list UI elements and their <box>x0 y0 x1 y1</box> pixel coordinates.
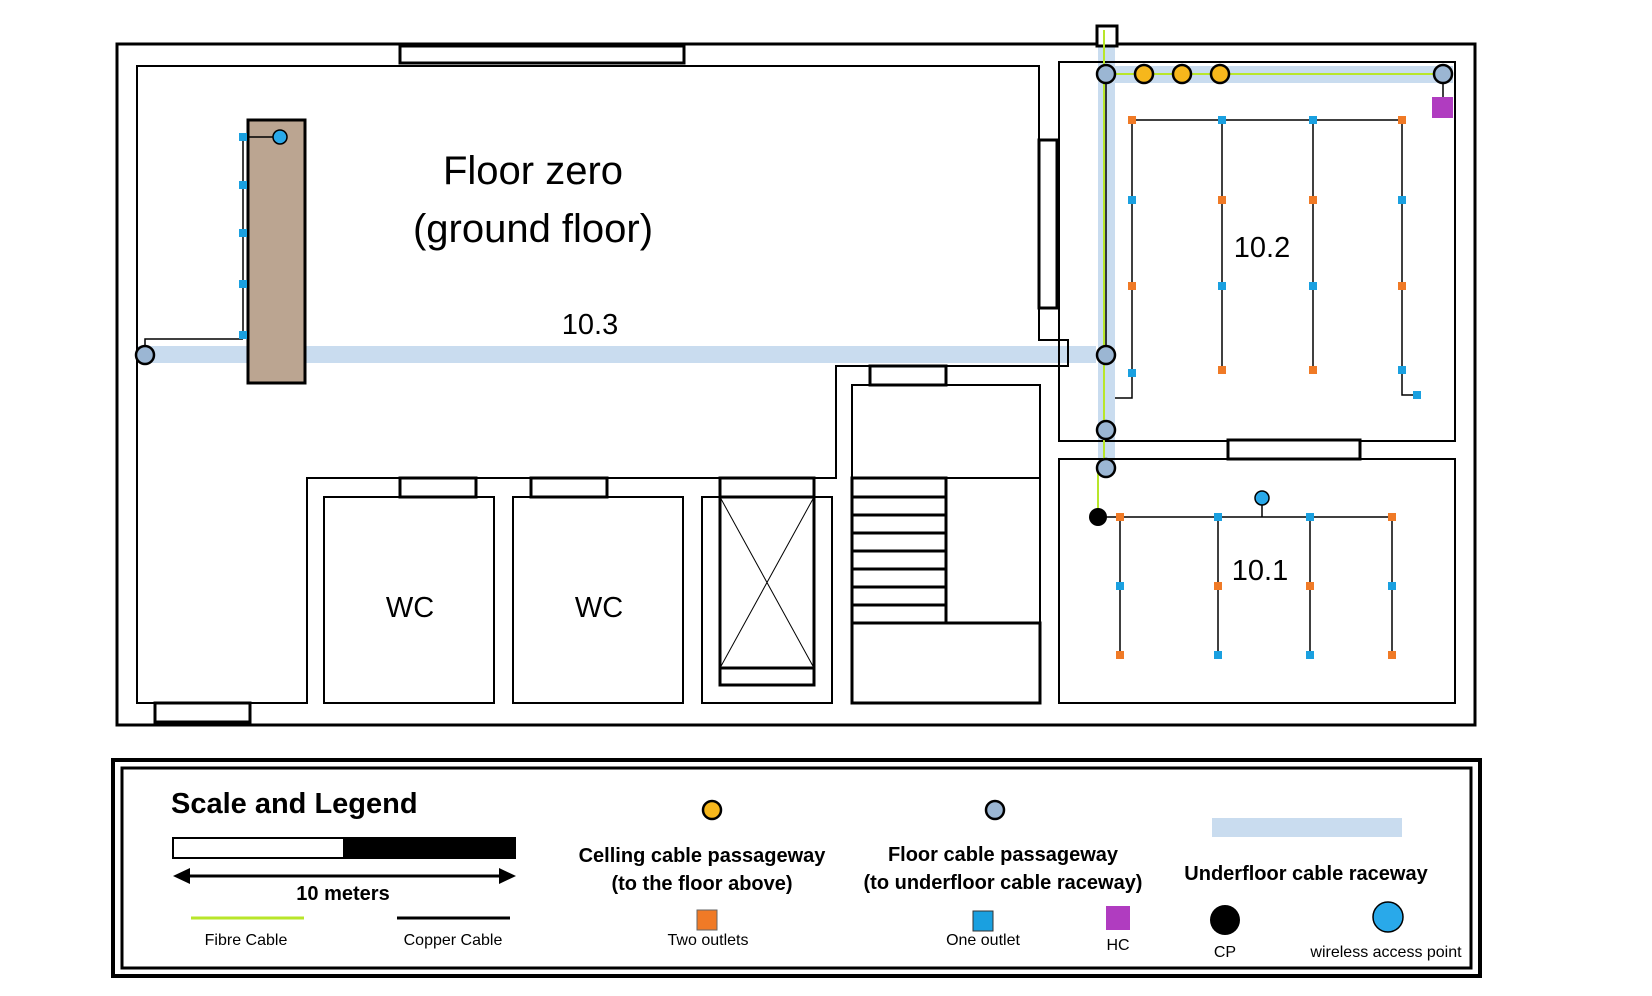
legend-floor-line1: Floor cable passageway <box>888 844 1119 866</box>
entrance-door <box>153 701 252 724</box>
legend-ceiling-icon <box>701 799 723 821</box>
legend-hc-icon <box>1106 906 1130 930</box>
elevator-shaft <box>718 490 816 687</box>
legend-wap-icon <box>1372 901 1404 933</box>
legend-wap-label: wireless access point <box>1309 944 1462 961</box>
room-label-10-3: 10.3 <box>562 309 618 341</box>
legend-hc-label: HC <box>1106 937 1129 954</box>
room-label-10-2: 10.2 <box>1234 232 1290 264</box>
staircase <box>850 476 1042 705</box>
floor-passageways <box>134 63 1454 479</box>
scale-label: 10 meters <box>296 883 389 905</box>
plan-title-line1: Floor zero <box>443 149 623 193</box>
ceiling-passageways <box>1133 63 1231 85</box>
riser-box <box>1095 24 1119 48</box>
hc-marker <box>1432 97 1453 118</box>
room-10-2-door <box>1226 438 1362 461</box>
elevator-cross-b <box>719 496 815 669</box>
legend-cp-icon <box>1210 905 1240 935</box>
room-label-10-1: 10.1 <box>1232 555 1288 587</box>
building-outer-wall <box>115 42 1477 727</box>
legend-raceway-icon <box>1212 818 1402 837</box>
elevator-door <box>718 476 816 499</box>
hall-door-right <box>1037 138 1059 310</box>
raceway-horizontal-10-3 <box>138 346 1096 363</box>
legend-title: Scale and Legend <box>171 788 418 820</box>
legend-ceiling-line2: (to the floor above) <box>611 873 792 895</box>
plan-title-line2: (ground floor) <box>413 207 653 251</box>
legend-floor-line2: (to underfloor cable raceway) <box>864 872 1143 894</box>
legend-raceway-label: Underfloor cable raceway <box>1184 863 1428 885</box>
cp-marker <box>1089 508 1107 526</box>
wireless-access-points <box>272 129 1270 506</box>
stair-door <box>868 364 948 387</box>
legend-one-outlet-label: One outlet <box>946 932 1020 949</box>
one-outlets <box>239 116 1421 659</box>
wooden-desk <box>246 118 307 385</box>
legend-cp-label: CP <box>1214 944 1236 961</box>
wc2-door <box>529 476 609 499</box>
legend-ceiling-line1: Celling cable passageway <box>579 845 827 867</box>
room-label-wc-2: WC <box>575 592 623 624</box>
legend-two-outlets-icon <box>696 909 718 931</box>
room-label-wc-1: WC <box>386 592 434 624</box>
legend-one-outlet-icon <box>972 910 994 932</box>
two-outlets <box>1116 116 1406 659</box>
openings <box>153 24 1362 724</box>
top-window <box>398 44 686 65</box>
wc1-door <box>398 476 478 499</box>
legend-box <box>111 758 1482 978</box>
legend-fibre-label: Fibre Cable <box>205 932 288 949</box>
legend-copper-label: Copper Cable <box>404 932 503 949</box>
legend-floor-icon <box>984 799 1006 821</box>
scale-bar <box>172 837 516 884</box>
legend-two-outlets-label: Two outlets <box>668 932 749 949</box>
